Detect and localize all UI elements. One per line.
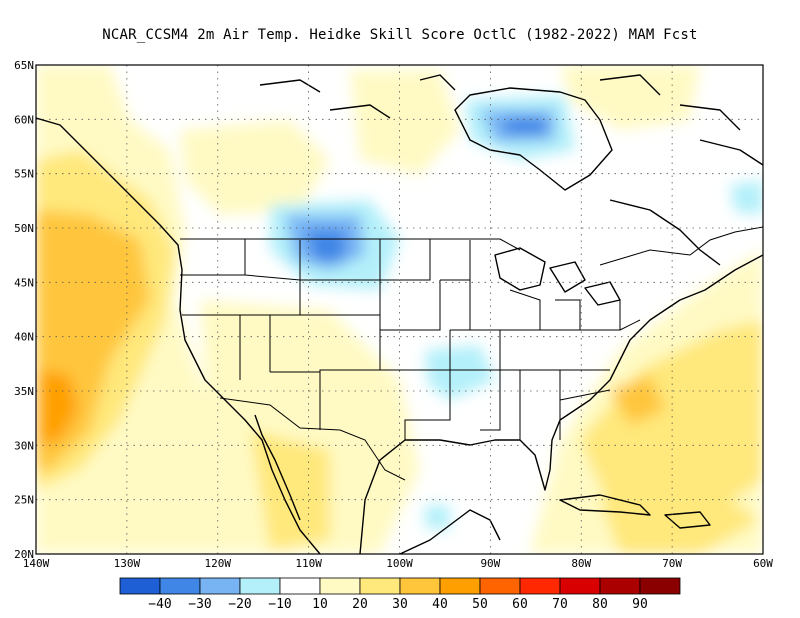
cuba-coastline xyxy=(559,494,651,516)
colorbar-swatch xyxy=(439,577,481,595)
arctic-islands xyxy=(259,74,763,266)
skill-score-field xyxy=(36,65,763,554)
colorbar-swatch xyxy=(319,577,361,595)
lon-tick-label: 70W xyxy=(662,557,682,570)
lat-tick-label: 45N xyxy=(14,276,34,289)
hispaniola-coastline xyxy=(664,511,711,529)
gulf-coastline xyxy=(359,254,763,554)
lat-tick-label: 35N xyxy=(14,385,34,398)
field-hudson-cool-30 xyxy=(505,118,545,135)
colorbar-swatch xyxy=(559,577,601,595)
colorbar-swatch xyxy=(639,577,681,595)
lat-tick-label: 50N xyxy=(14,222,34,235)
field-labrador-cool xyxy=(730,180,763,215)
colorbar-swatch xyxy=(599,577,641,595)
field-plains-cool-30 xyxy=(305,230,345,262)
colorbar-label: 20 xyxy=(352,597,368,612)
field-mexico-20 xyxy=(250,430,330,550)
colorbar-swatch xyxy=(519,577,561,595)
political-borders xyxy=(180,226,763,481)
lon-tick-label: 100W xyxy=(386,557,413,570)
lat-tick-label: 65N xyxy=(14,59,34,72)
field-mexico-10 xyxy=(200,300,420,554)
map-frame xyxy=(35,64,764,555)
chart-title: NCAR_CCSM4 2m Air Temp. Heidke Skill Sco… xyxy=(102,27,698,43)
axis-labels: 140W 130W 120W 110W 100W 90W 80W 70W 60W 65N 60N 55… xyxy=(14,59,773,570)
pacific-coastline xyxy=(36,117,321,554)
field-arkansas-cool xyxy=(425,345,495,400)
lat-tick-label: 40N xyxy=(14,331,34,344)
us-mexico-border xyxy=(219,397,406,481)
colorbar-swatch xyxy=(159,577,201,595)
colorbar-swatch xyxy=(239,577,281,595)
colorbar-swatch xyxy=(399,577,441,595)
field-atlantic-30 xyxy=(610,375,665,425)
lon-tick-label: 110W xyxy=(295,557,322,570)
colorbar: −40 −30 −20 −10 10 20 30 40 50 60 70 80 90 xyxy=(119,577,681,612)
colorbar-swatch xyxy=(119,577,161,595)
yucatan-coastline xyxy=(399,509,501,554)
lat-tick-label: 55N xyxy=(14,168,34,181)
lon-tick-label: 80W xyxy=(571,557,591,570)
lon-tick-label: 130W xyxy=(114,557,141,570)
colorbar-label: −30 xyxy=(188,597,211,612)
colorbar-label: 90 xyxy=(632,597,648,612)
colorbar-swatch xyxy=(279,577,321,595)
hudson-bay-coastline xyxy=(454,87,613,191)
lon-tick-label: 90W xyxy=(480,557,500,570)
colorbar-swatch xyxy=(359,577,401,595)
lon-tick-label: 140W xyxy=(23,557,50,570)
colorbar-label: 40 xyxy=(432,597,448,612)
field-canada-10b xyxy=(350,70,460,175)
field-pacific-40 xyxy=(40,370,78,445)
lat-tick-label: 60N xyxy=(14,113,34,126)
colorbar-label: −20 xyxy=(228,597,251,612)
lat-tick-label: 30N xyxy=(14,439,34,452)
colorbar-label: 70 xyxy=(552,597,568,612)
colorbar-label: 60 xyxy=(512,597,528,612)
gulf-of-california xyxy=(254,414,301,521)
colorbar-label: 50 xyxy=(472,597,488,612)
lon-tick-label: 60W xyxy=(753,557,773,570)
state-lines xyxy=(180,239,641,440)
colorbar-label: −10 xyxy=(268,597,291,612)
field-gulf-cool xyxy=(425,505,450,530)
map-gridlines xyxy=(36,65,763,554)
colorbar-swatch xyxy=(199,577,241,595)
colorbar-label: 30 xyxy=(392,597,408,612)
colorbar-label: 10 xyxy=(312,597,328,612)
colorbar-label: 80 xyxy=(592,597,608,612)
lat-tick-label: 20N xyxy=(14,548,34,561)
lat-tick-label: 25N xyxy=(14,494,34,507)
field-caribbean-20 xyxy=(600,480,760,554)
lon-tick-label: 120W xyxy=(205,557,232,570)
us-canada-border xyxy=(180,226,763,266)
colorbar-label: −40 xyxy=(148,597,171,612)
coastline-overlay xyxy=(36,74,763,554)
field-atlantic-20 xyxy=(580,320,763,530)
colorbar-swatch xyxy=(479,577,521,595)
